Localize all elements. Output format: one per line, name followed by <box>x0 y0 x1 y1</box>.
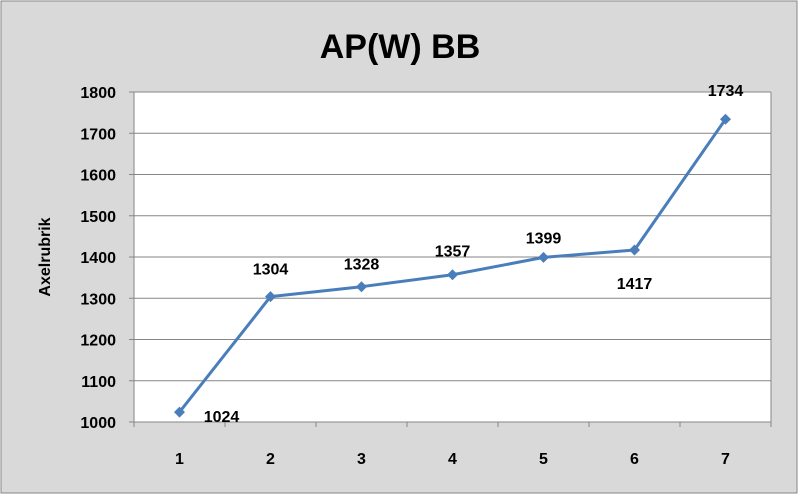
data-label: 1304 <box>253 262 289 279</box>
x-tick-label: 3 <box>357 451 366 468</box>
x-tick-label: 7 <box>721 451 730 468</box>
x-tick-label: 6 <box>630 451 639 468</box>
data-point-marker <box>356 281 367 293</box>
data-label: 1024 <box>204 409 240 426</box>
y-tick-label: 1700 <box>80 126 116 143</box>
x-tick-label: 4 <box>448 451 457 468</box>
chart-title: AP(W) BB <box>320 28 481 66</box>
x-tick-label: 1 <box>175 451 184 468</box>
data-label: 1417 <box>617 276 653 293</box>
y-tick-label: 1100 <box>81 374 116 391</box>
y-tick-label: 1500 <box>80 209 116 226</box>
x-tick-label: 2 <box>266 451 275 468</box>
x-tick-label: 5 <box>539 451 548 468</box>
data-label: 1399 <box>526 230 562 247</box>
data-label: 1357 <box>435 244 471 261</box>
data-point-marker <box>265 291 276 303</box>
y-tick-label: 1800 <box>80 85 116 102</box>
y-tick-label: 1600 <box>80 168 116 185</box>
y-tick-label: 1400 <box>80 250 116 267</box>
y-tick-label: 1300 <box>80 291 116 308</box>
data-point-marker <box>629 244 640 256</box>
data-label: 1734 <box>708 83 744 100</box>
gridlines <box>129 91 772 427</box>
data-point-marker <box>174 406 185 418</box>
y-tick-label: 1000 <box>80 415 116 432</box>
data-labels: 1024 1304 1328 1357 1399 1417 1734 <box>204 83 744 426</box>
x-tick-labels: 1 2 3 4 5 6 7 <box>175 451 730 468</box>
data-point-marker <box>720 113 731 125</box>
y-tick-label: 1200 <box>80 333 116 350</box>
data-label: 1328 <box>344 257 380 274</box>
data-point-marker <box>447 269 458 281</box>
y-tick-labels: 1000 1100 1200 1300 1400 1500 1600 1700 1800 <box>80 85 116 432</box>
series-line-group <box>174 113 731 418</box>
data-point-marker <box>538 251 549 263</box>
y-axis-title: Axelrubrik <box>37 217 54 296</box>
